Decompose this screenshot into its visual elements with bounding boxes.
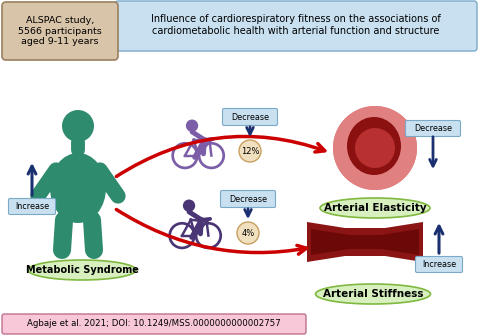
Circle shape bbox=[239, 140, 261, 162]
FancyBboxPatch shape bbox=[220, 191, 276, 208]
Ellipse shape bbox=[28, 260, 136, 280]
Text: ALSPAC study,
5566 participants
aged 9-11 years: ALSPAC study, 5566 participants aged 9-1… bbox=[18, 16, 102, 46]
Text: 4%: 4% bbox=[241, 228, 254, 238]
FancyBboxPatch shape bbox=[2, 2, 118, 60]
Circle shape bbox=[333, 106, 417, 190]
Ellipse shape bbox=[347, 117, 401, 175]
Polygon shape bbox=[307, 222, 423, 262]
Text: Arterial Elasticity: Arterial Elasticity bbox=[324, 203, 426, 213]
Ellipse shape bbox=[315, 284, 431, 304]
Circle shape bbox=[237, 222, 259, 244]
Circle shape bbox=[62, 110, 94, 142]
Text: Agbaje et al. 2021; DOI: 10.1249/MSS.0000000000002757: Agbaje et al. 2021; DOI: 10.1249/MSS.000… bbox=[27, 320, 281, 329]
Ellipse shape bbox=[340, 110, 406, 180]
Text: Decrease: Decrease bbox=[414, 124, 452, 133]
Text: Decrease: Decrease bbox=[229, 195, 267, 204]
FancyBboxPatch shape bbox=[115, 1, 477, 51]
Ellipse shape bbox=[320, 198, 430, 218]
FancyBboxPatch shape bbox=[2, 314, 306, 334]
Text: cardiometabolic health with arterial function and structure: cardiometabolic health with arterial fun… bbox=[152, 26, 440, 36]
Text: 12%: 12% bbox=[241, 146, 259, 156]
Text: Decrease: Decrease bbox=[231, 113, 269, 122]
Text: Increase: Increase bbox=[422, 260, 456, 269]
FancyBboxPatch shape bbox=[9, 199, 56, 214]
Ellipse shape bbox=[50, 153, 106, 223]
Text: Increase: Increase bbox=[15, 202, 49, 211]
Text: Arterial Stiffness: Arterial Stiffness bbox=[323, 289, 423, 299]
Circle shape bbox=[333, 106, 417, 190]
FancyBboxPatch shape bbox=[406, 121, 460, 136]
Circle shape bbox=[355, 128, 395, 168]
Text: Influence of cardiorespiratory fitness on the associations of: Influence of cardiorespiratory fitness o… bbox=[151, 14, 441, 24]
Text: Metabolic Syndrome: Metabolic Syndrome bbox=[25, 265, 138, 275]
FancyBboxPatch shape bbox=[223, 109, 277, 126]
Polygon shape bbox=[311, 229, 419, 255]
Circle shape bbox=[186, 120, 198, 132]
Circle shape bbox=[183, 200, 195, 212]
FancyBboxPatch shape bbox=[416, 256, 463, 272]
